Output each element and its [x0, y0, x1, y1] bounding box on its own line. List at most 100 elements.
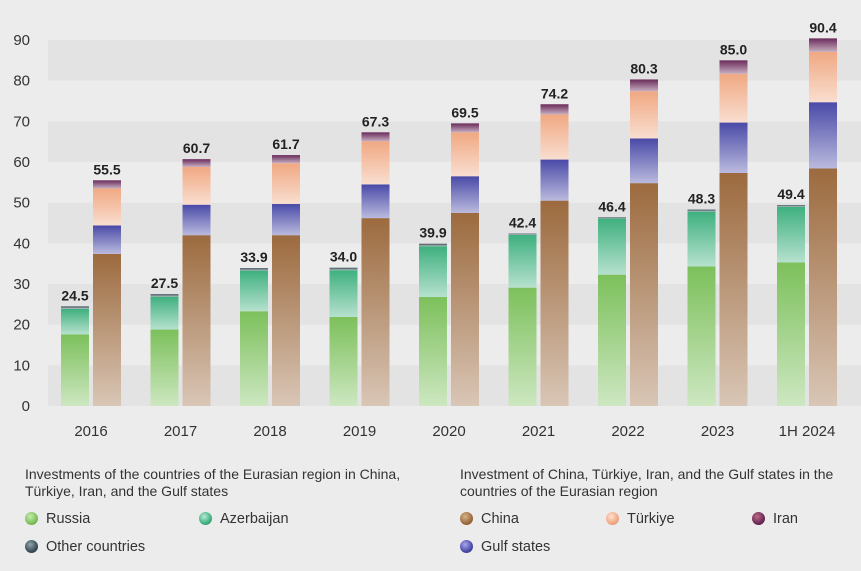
- x-tick-label: 2022: [611, 423, 644, 440]
- stacked-bar-chart: 0 10 20 30 40 50 60 70 80 90 24.5 55.5 27.5 60.7 33.9…: [13, 19, 837, 440]
- x-tick-label: 2016: [74, 423, 107, 440]
- bar-segment-turkiye: [540, 114, 569, 160]
- bar-segment-china: [719, 172, 748, 406]
- y-tick-label: 70: [13, 113, 30, 130]
- bar-segment-russia: [598, 274, 626, 406]
- y-tick-label: 10: [13, 357, 30, 374]
- y-tick-label: 80: [13, 73, 30, 90]
- legend-label: Iran: [773, 511, 798, 527]
- bar-segment-turkiye: [361, 141, 390, 185]
- legend-group-2-title: Investment of China, Türkiye, Iran, and …: [460, 466, 834, 499]
- total-label-group1: 48.3: [688, 191, 715, 207]
- total-label-group1: 49.4: [777, 186, 804, 202]
- bar-segment-gulf-states: [719, 122, 748, 173]
- total-label-group2: 55.5: [93, 161, 120, 177]
- total-label-group2: 74.2: [541, 85, 568, 101]
- bar-segment-turkiye: [272, 163, 300, 204]
- bar-segment-gulf-states: [93, 225, 121, 254]
- legend-label: Other countries: [46, 539, 146, 555]
- total-label-group1: 33.9: [240, 249, 267, 265]
- bar-segment-gulf-states: [361, 184, 390, 219]
- bar-segment-russia: [419, 297, 447, 406]
- total-label-group2: 61.7: [272, 136, 299, 152]
- total-label-group1: 27.5: [151, 275, 178, 291]
- bar-segment-turkiye: [809, 51, 837, 103]
- total-label-group2: 67.3: [362, 113, 389, 129]
- legend-swatch-other-countries: [25, 540, 38, 553]
- legend-label: Azerbaijan: [220, 511, 289, 527]
- x-tick-label: 2020: [432, 423, 465, 440]
- bar-segment-other-countries: [61, 306, 89, 309]
- bar-segment-russia: [687, 266, 716, 406]
- bar-segment-china: [361, 218, 390, 406]
- bar-segment-iran: [719, 60, 748, 74]
- bar-segment-china: [182, 235, 211, 406]
- bar-segment-azerbaijan: [240, 270, 268, 312]
- legend-label: Türkiye: [627, 511, 675, 527]
- bar-segment-turkiye: [182, 166, 211, 205]
- bar-segment-russia: [329, 316, 358, 406]
- bars: [61, 38, 837, 406]
- legend-swatch-azerbaijan: [199, 512, 212, 525]
- bar-segment-russia: [61, 334, 89, 406]
- bar-segment-azerbaijan: [777, 206, 805, 263]
- bar-segment-russia: [777, 262, 805, 406]
- legend-item-other-countries: Other countries: [25, 539, 145, 555]
- bar-segment-russia: [508, 287, 537, 406]
- bar-segment-russia: [240, 311, 268, 406]
- legend-swatch-russia: [25, 512, 38, 525]
- bar-segment-azerbaijan: [419, 246, 447, 298]
- y-tick-label: 50: [13, 195, 30, 212]
- total-labels: 24.5 55.5 27.5 60.7 33.9 61.7 34.0 67.3 39.9 69.5…: [61, 19, 836, 303]
- bar-segment-china: [272, 235, 300, 406]
- y-tick-label: 0: [22, 398, 30, 415]
- total-label-group1: 42.4: [509, 215, 536, 231]
- bar-segment-gulf-states: [809, 102, 837, 169]
- legend-item-gulf-states: Gulf states: [460, 539, 550, 555]
- bar-segment-iran: [451, 123, 479, 133]
- bar-segment-iran: [809, 38, 837, 52]
- bar-segment-gulf-states: [540, 159, 569, 201]
- bar-segment-china: [809, 168, 837, 406]
- total-label-group1: 24.5: [61, 287, 88, 303]
- total-label-group2: 60.7: [183, 140, 210, 156]
- bar-segment-china: [451, 212, 479, 406]
- bar-segment-china: [93, 253, 121, 406]
- bar-segment-azerbaijan: [61, 308, 89, 335]
- legend-group-1-title: Investments of the countries of the Eura…: [25, 466, 401, 499]
- bar-segment-russia: [150, 329, 179, 406]
- bar-segment-turkiye: [630, 91, 658, 139]
- bar-segment-other-countries: [508, 233, 537, 235]
- bar-segment-gulf-states: [272, 203, 300, 236]
- total-label-group1: 46.4: [598, 198, 625, 214]
- bar-segment-turkiye: [451, 132, 479, 177]
- legend-item-china: China: [460, 511, 519, 527]
- x-tick-label: 2017: [164, 423, 197, 440]
- legend-label: Gulf states: [481, 539, 551, 555]
- total-label-group1: 39.9: [419, 225, 446, 241]
- bar-segment-other-countries: [777, 205, 805, 207]
- total-label-group2: 85.0: [720, 41, 747, 57]
- bar-segment-china: [540, 200, 569, 406]
- legend-label: China: [481, 511, 519, 527]
- bar-segment-azerbaijan: [150, 296, 179, 330]
- bar-segment-other-countries: [598, 217, 626, 219]
- bar-segment-iran: [272, 155, 300, 164]
- bar-segment-iran: [540, 104, 569, 115]
- total-label-group2: 69.5: [451, 104, 478, 120]
- bar-segment-azerbaijan: [598, 218, 626, 275]
- bar-segment-turkiye: [93, 188, 121, 226]
- y-tick-label: 90: [13, 32, 30, 49]
- x-tick-label: 2021: [522, 423, 555, 440]
- bar-segment-azerbaijan: [687, 211, 716, 267]
- y-tick-label: 20: [13, 317, 30, 334]
- x-tick-label: 1H 2024: [779, 423, 836, 440]
- bar-segment-turkiye: [719, 73, 748, 123]
- bar-segment-other-countries: [150, 294, 179, 297]
- legend-group-2: Investment of China, Türkiye, Iran, and …: [460, 466, 860, 500]
- legend-item-azerbaijan: Azerbaijan: [199, 511, 289, 527]
- bar-segment-iran: [182, 159, 211, 167]
- y-tick-label: 60: [13, 154, 30, 171]
- legend-item-russia: Russia: [25, 511, 90, 527]
- x-tick-label: 2019: [343, 423, 376, 440]
